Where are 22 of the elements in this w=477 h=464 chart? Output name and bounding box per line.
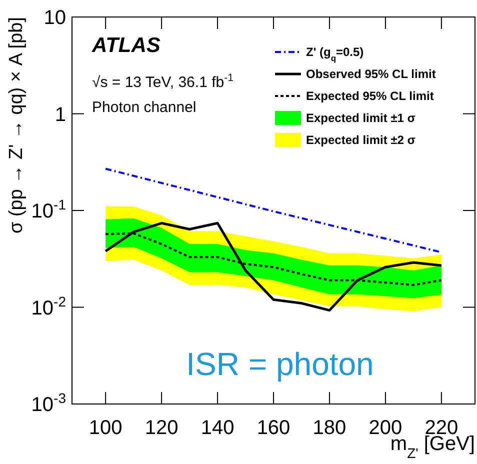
annotation: Photon channel — [92, 99, 196, 116]
x-tick-label: 180 — [312, 417, 346, 439]
y-tick-label: 10 — [44, 7, 66, 29]
y-tick-label: 10$^{-2}$ — [31, 293, 66, 320]
y-tick-label: 10$^{-3}$ — [31, 390, 66, 416]
x-tick-label: 100 — [88, 417, 122, 439]
annotation: √s = 13 TeV, 36.1 fb$^{-1}$ — [92, 72, 234, 91]
legend-label: Expected limit ±2 σ — [306, 133, 416, 148]
annotation: ATLAS — [91, 34, 160, 57]
legend-label: Expected 95% CL limit — [306, 89, 434, 104]
annotation: ISR = photon — [186, 346, 374, 382]
legend-label: Observed 95% CL limit — [306, 67, 436, 82]
x-tick-label: 200 — [368, 417, 402, 439]
line-series — [104, 222, 443, 312]
legend-label: Z' (g$_{q}$=0.5) — [306, 45, 364, 64]
y-axis-title: σ (pp → Z' → qq) × A [pb] — [6, 17, 27, 234]
x-tick-label: 120 — [144, 417, 178, 439]
y-tick-label: 1 — [54, 104, 66, 126]
x-tick-label: 160 — [256, 417, 290, 439]
y-tick-label: 10$^{-1}$ — [31, 196, 66, 222]
legend-label: Expected limit ±1 σ — [306, 111, 416, 126]
x-tick-label: 140 — [200, 417, 234, 439]
